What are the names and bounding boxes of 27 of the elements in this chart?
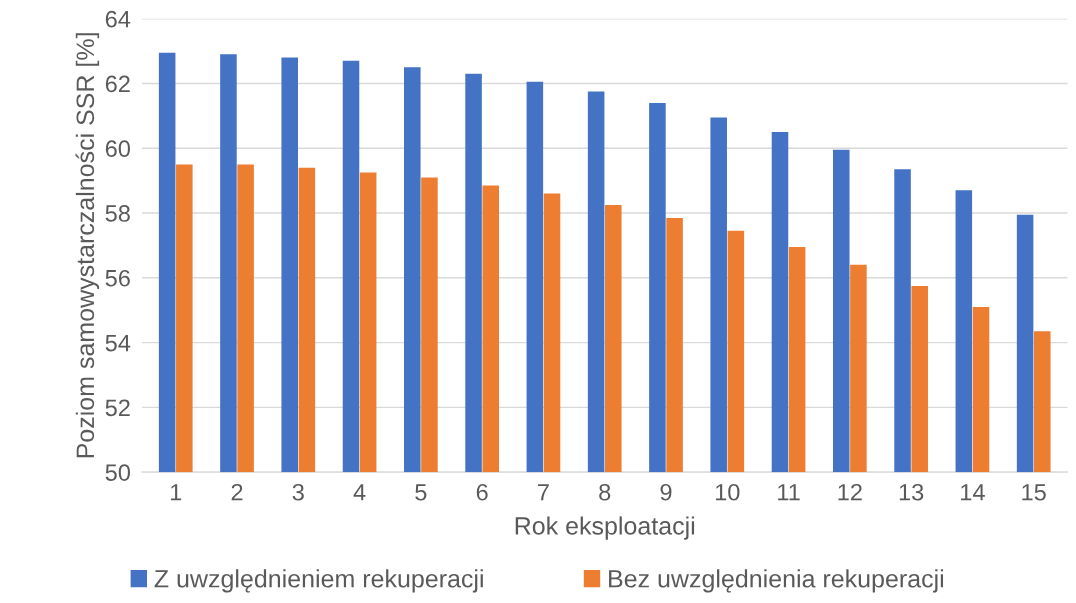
y-tick-label: 50 — [105, 464, 130, 481]
y-tick-label: 54 — [105, 334, 131, 352]
x-axis-title: Rok eksploatacji — [515, 516, 695, 540]
y-tick-label: 58 — [105, 205, 130, 222]
y-tick-label: 60 — [105, 140, 130, 158]
x-tick-label: 1 — [170, 484, 182, 501]
y-tick-label: 64 — [105, 10, 131, 28]
x-tick-label: 15 — [1022, 484, 1046, 501]
x-tick-label: 8 — [599, 483, 611, 501]
y-tick-label: 56 — [105, 269, 130, 287]
y-tick-label: 52 — [105, 399, 130, 417]
legend-label: Z uwzględnieniem rekuperacji — [154, 569, 483, 593]
x-tick-label: 13 — [899, 483, 924, 501]
x-tick-label: 12 — [838, 483, 862, 501]
x-tick-label: 2 — [231, 483, 243, 501]
y-tick-label: 62 — [105, 75, 130, 93]
y-axis-title: Poziom samowystarczalności SSR [%] — [75, 33, 100, 458]
legend-label: Bez uwzględnienia rekuperacji — [609, 569, 944, 593]
x-tick-label: 3 — [292, 483, 304, 501]
x-tick-label: 9 — [660, 483, 672, 501]
x-tick-label: 14 — [961, 484, 985, 501]
x-tick-label: 4 — [353, 484, 366, 501]
x-tick-label: 5 — [415, 484, 427, 501]
x-tick-label: 11 — [778, 484, 800, 501]
x-tick-label: 6 — [476, 483, 488, 501]
x-tick-label: 7 — [538, 484, 549, 501]
x-tick-label: 10 — [715, 483, 740, 501]
